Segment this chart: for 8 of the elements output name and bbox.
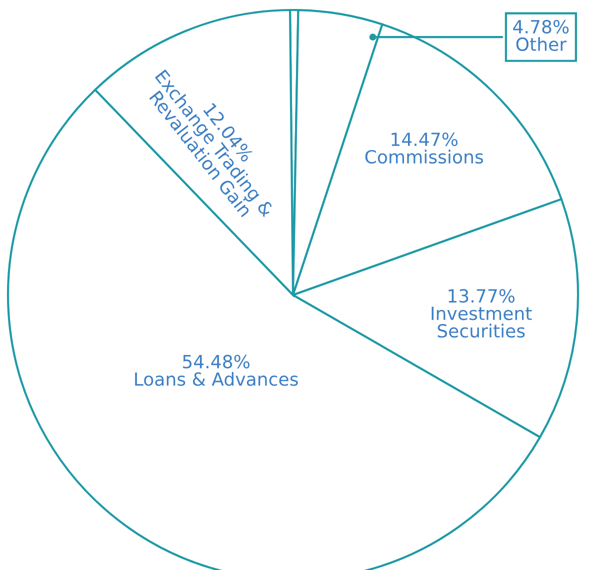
slice-label: Commissions	[365, 150, 484, 164]
slice-label: Investment Securities	[432, 306, 532, 338]
data-label: 4.78%	[513, 20, 569, 34]
slice-label: Loans & Advances	[135, 372, 298, 386]
data-label: 13.77%	[448, 289, 515, 303]
slice-label: Other	[516, 37, 567, 52]
data-label: 14.47%	[392, 132, 458, 146]
data-label: 54.48%	[183, 354, 250, 368]
